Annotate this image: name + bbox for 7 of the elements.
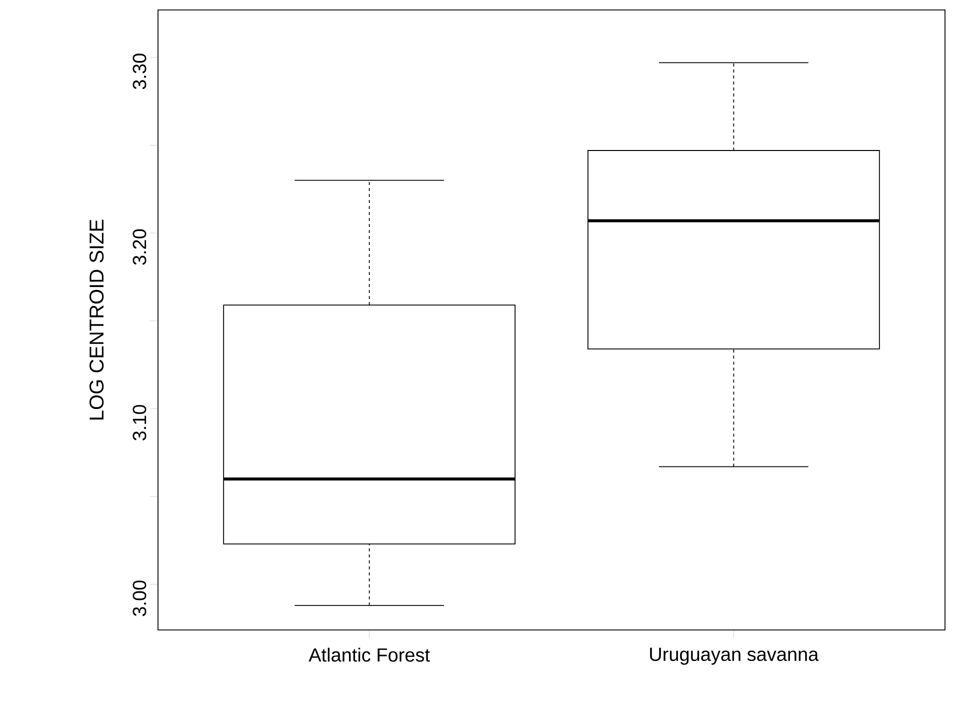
x-tick-label: Uruguayan savanna <box>650 648 819 665</box>
y-tick-label: 3.20 <box>132 229 146 265</box>
y-tick-label: 3.10 <box>132 404 146 440</box>
y-tick-label: 3.30 <box>132 54 146 90</box>
x-tick-label: Atlantic Forest <box>308 648 430 662</box>
y-tick-label: 3.00 <box>132 580 146 616</box>
y-axis-title: LOG CENTROID SIZE <box>90 220 104 420</box>
